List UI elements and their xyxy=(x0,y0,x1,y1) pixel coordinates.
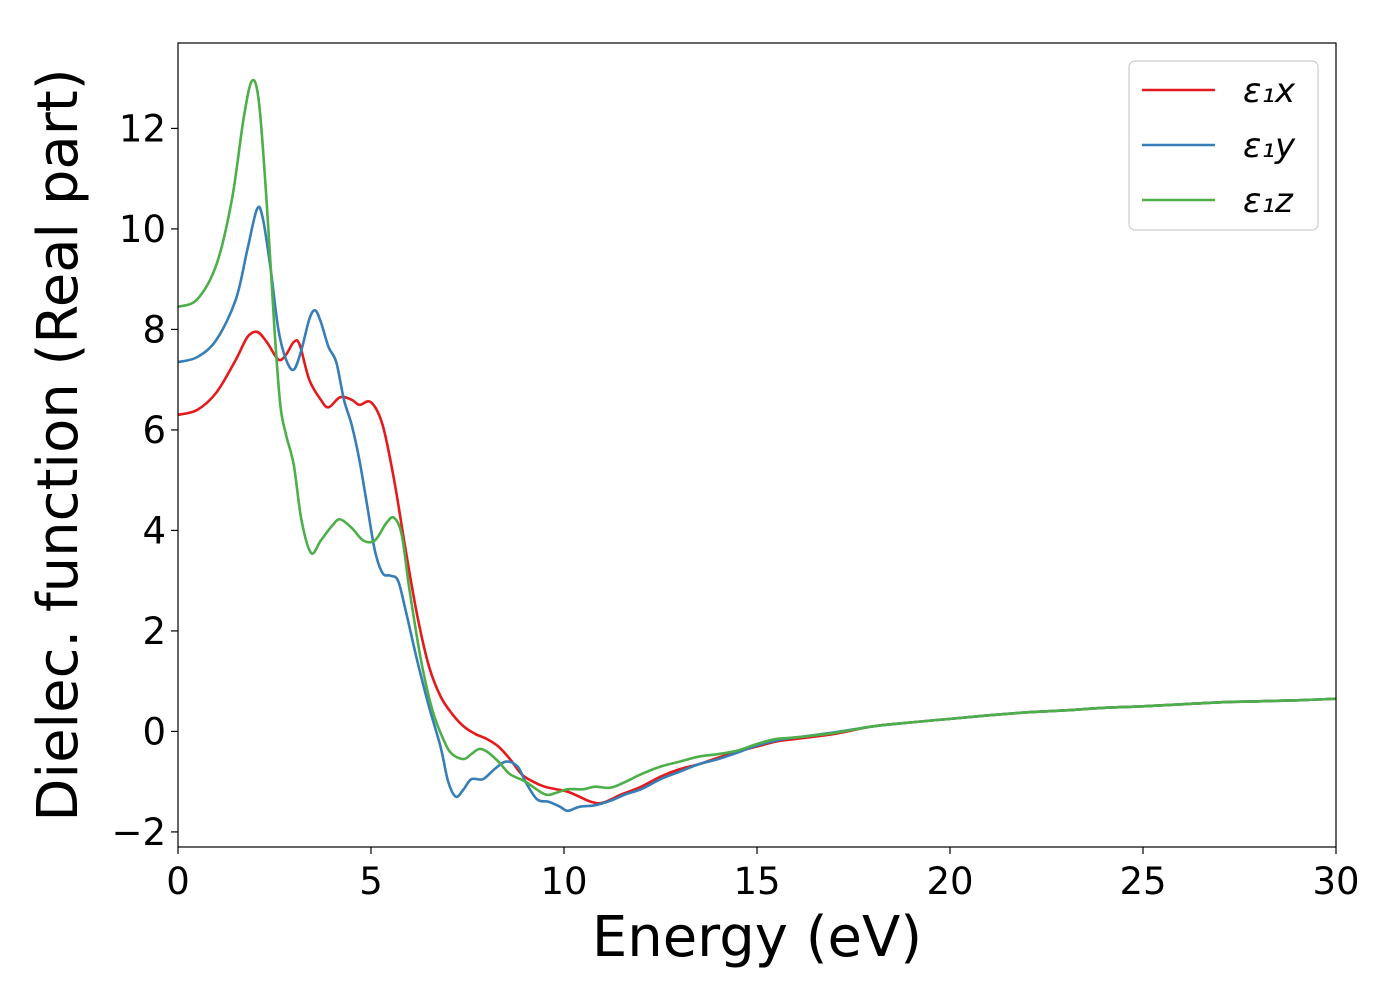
x-tick-label: 20 xyxy=(926,860,973,903)
series-layer xyxy=(178,78,1336,813)
y-tick-label: 10 xyxy=(119,208,166,251)
y-tick-label: 12 xyxy=(119,107,166,150)
legend-label: ε₁y xyxy=(1243,126,1296,166)
y-tick-label: 2 xyxy=(142,610,166,653)
legend-entries: ε₁x ε₁y ε₁z xyxy=(1142,71,1296,221)
y-tick-label: −2 xyxy=(111,811,166,854)
y-tick-label: 4 xyxy=(142,509,166,552)
legend-label: ε₁x xyxy=(1243,71,1296,111)
x-tick-label: 10 xyxy=(540,860,587,903)
x-axis-label: Energy (eV) xyxy=(592,905,922,970)
y-axis-label: Dielec. function (Real part) xyxy=(26,68,91,821)
x-tick-label: 0 xyxy=(166,860,190,903)
y-axis-ticks: −2 0 2 4 6 8 10 12 xyxy=(111,107,178,854)
x-tick-label: 5 xyxy=(359,860,383,903)
x-tick-label: 25 xyxy=(1119,860,1166,903)
series-line-1 xyxy=(178,330,1336,805)
legend-label: ε₁z xyxy=(1243,181,1294,221)
x-tick-label: 30 xyxy=(1312,860,1359,903)
y-tick-label: 8 xyxy=(142,308,166,351)
legend: ε₁x ε₁y ε₁z xyxy=(1128,60,1319,231)
y-tick-label: 0 xyxy=(142,710,166,753)
legend-frame xyxy=(1128,60,1319,231)
series-line-3 xyxy=(178,78,1336,797)
y-tick-label: 6 xyxy=(142,409,166,452)
x-axis-ticks: 0 5 10 15 20 25 30 xyxy=(166,847,1360,903)
x-tick-label: 15 xyxy=(733,860,780,903)
series-line-2 xyxy=(178,205,1336,813)
